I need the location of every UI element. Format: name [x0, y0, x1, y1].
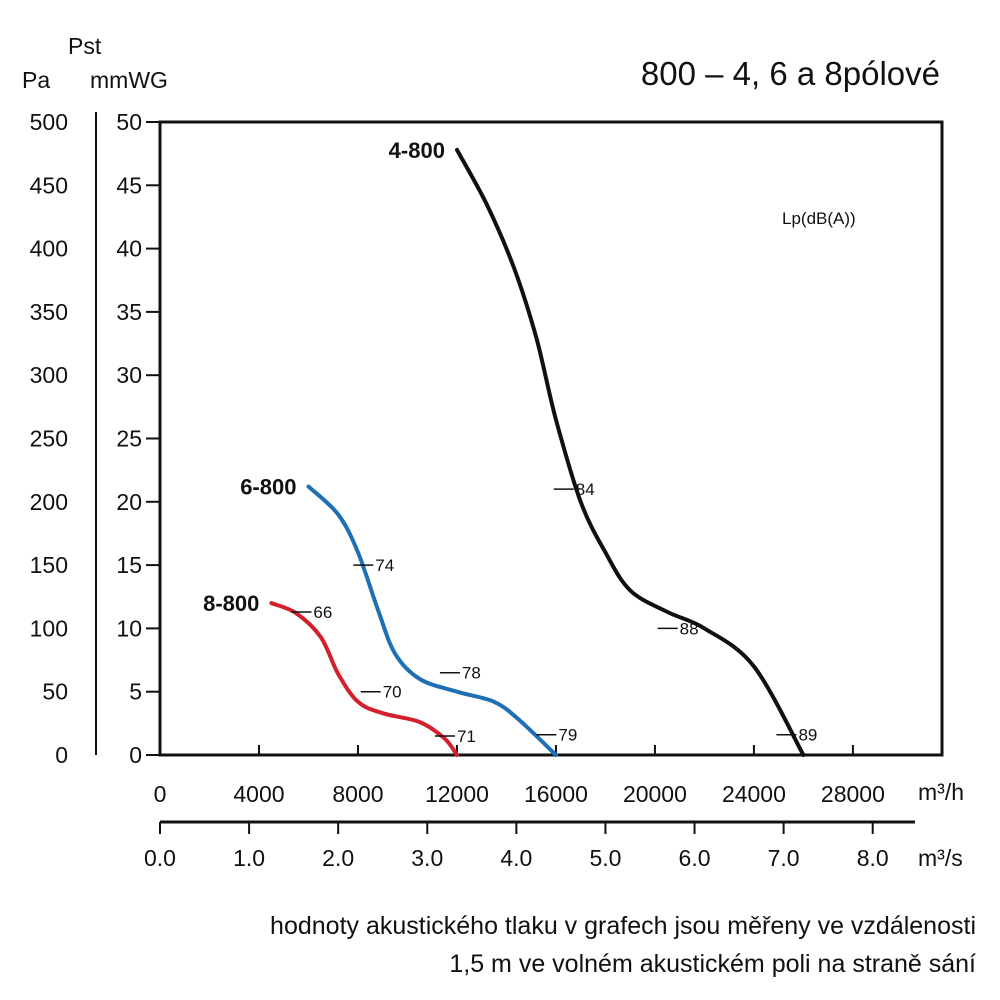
x-m3h-tick-label: 8000	[332, 781, 383, 807]
series-line	[306, 484, 558, 757]
noise-unit-label: Lp(dB(A))	[782, 209, 856, 228]
x-m3h-tick-label: 16000	[524, 781, 588, 807]
noise-level-label: 84	[576, 480, 595, 499]
series-name-label: 4-800	[389, 138, 445, 163]
x-m3h-tick-label: 20000	[623, 781, 687, 807]
x-m3h-tick-label: 28000	[821, 781, 885, 807]
series-line	[269, 601, 459, 757]
x-m3s-unit-label: m³/s	[918, 845, 963, 871]
chart-title: 800 – 4, 6 a 8pólové	[641, 55, 940, 92]
x-m3h-axis: 0 4000 8000 12000 16000 20000 24000 28000 m³/h	[154, 745, 964, 807]
x-m3s-tick-label: 2.0	[322, 845, 354, 871]
noise-level-label: 78	[462, 664, 481, 683]
x-m3s-tick-label: 6.0	[679, 845, 711, 871]
x-m3s-tick-label: 0.0	[144, 845, 176, 871]
y-pa-tick-label: 450	[30, 172, 68, 198]
y-pa-tick-label: 50	[42, 679, 68, 705]
y-pa-tick-label: 500	[30, 109, 68, 135]
noise-level-label: 89	[798, 726, 817, 745]
x-m3s-tick-label: 1.0	[233, 845, 265, 871]
x-m3s-tick-label: 8.0	[857, 845, 889, 871]
y-symbol-label: Pst	[68, 33, 102, 59]
y-pa-axis: 0 50 100 150 200 250 300 350 400 450 500	[30, 109, 97, 768]
y-pa-tick-label: 350	[30, 299, 68, 325]
y-pa-tick-label: 200	[30, 489, 68, 515]
y-mmwg-tick-label: 5	[129, 679, 142, 705]
y-mmwg-tick-label: 0	[129, 742, 142, 768]
noise-level-label: 70	[383, 683, 402, 702]
y-mmwg-tick-label: 40	[116, 236, 142, 262]
series-name-label: 6-800	[240, 475, 296, 500]
x-m3s-tick-label: 7.0	[768, 845, 800, 871]
caption-line-2: 1,5 m ve volném akustickém poli na stran…	[449, 950, 976, 978]
series-layer: 4-800 84 88 89 6-800 74 78 79 8-800 66 70 71	[203, 138, 817, 757]
y-mmwg-tick-label: 35	[116, 299, 142, 325]
noise-level-label: 71	[457, 727, 476, 746]
x-m3h-tick-label: 4000	[233, 781, 284, 807]
series-line	[455, 147, 806, 757]
y-right-unit-label: mmWG	[90, 67, 168, 93]
y-mmwg-tick-label: 25	[116, 426, 142, 452]
y-mmwg-axis: 0 5 10 15 20 25 30 35 40 45 50	[116, 109, 160, 768]
series-6-800: 6-800 74 78 79	[240, 475, 577, 757]
y-mmwg-tick-label: 30	[116, 362, 142, 388]
y-pa-tick-label: 400	[30, 236, 68, 262]
series-4-800: 4-800 84 88 89	[389, 138, 817, 757]
caption-line-1: hodnoty akustického tlaku v grafech jsou…	[270, 912, 976, 940]
noise-level-label: 88	[680, 619, 699, 638]
noise-level-label: 74	[375, 556, 394, 575]
noise-level-label: 79	[558, 726, 577, 745]
x-m3h-tick-label: 24000	[722, 781, 786, 807]
x-m3h-tick-label: 0	[154, 781, 167, 807]
noise-level-label: 66	[313, 603, 332, 622]
x-m3s-tick-label: 3.0	[411, 845, 443, 871]
x-m3h-tick-label: 12000	[425, 781, 489, 807]
y-pa-tick-label: 150	[30, 552, 68, 578]
y-pa-tick-label: 100	[30, 615, 68, 641]
y-pa-tick-label: 300	[30, 362, 68, 388]
x-m3s-tick-label: 4.0	[500, 845, 532, 871]
y-mmwg-tick-label: 50	[116, 109, 142, 135]
x-m3s-tick-label: 5.0	[589, 845, 621, 871]
series-8-800: 8-800 66 70 71	[203, 591, 476, 757]
series-name-label: 8-800	[203, 591, 259, 616]
y-pa-tick-label: 0	[55, 742, 68, 768]
x-m3h-unit-label: m³/h	[918, 779, 964, 805]
y-pa-tick-label: 250	[30, 426, 68, 452]
y-mmwg-tick-label: 20	[116, 489, 142, 515]
y-left-unit-label: Pa	[22, 67, 50, 93]
y-mmwg-tick-label: 15	[116, 552, 142, 578]
y-mmwg-tick-label: 10	[116, 615, 142, 641]
y-mmwg-tick-label: 45	[116, 172, 142, 198]
x-m3s-axis: 0.0 1.0 2.0 3.0 4.0 5.0 6.0 7.0 8.0 m³/s	[144, 820, 963, 871]
